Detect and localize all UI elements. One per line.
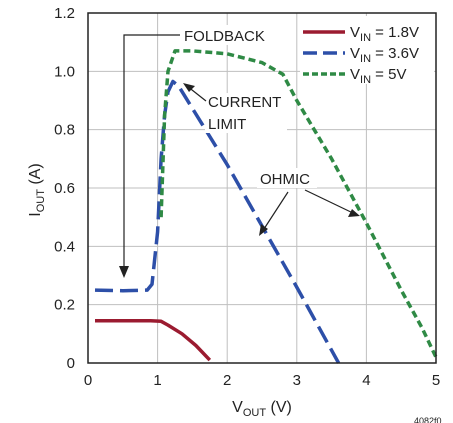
y-tick-label-4: 0.8	[54, 122, 75, 139]
y-tick-label-2: 0.4	[54, 238, 75, 255]
annotation-ohmic-arrowhead-2	[348, 209, 360, 217]
tick-labels: 0 1 2 3 4 5 0 0.2 0.4 0.6 0.8 1.0 1.2	[54, 5, 440, 389]
y-axis-label: IOUT (A)	[27, 163, 47, 216]
x-axis-label: VOUT (V)	[232, 399, 292, 419]
legend-label-3: VIN = 5V	[350, 66, 406, 86]
x-tick-label-5: 5	[432, 372, 440, 389]
annotation-current-limit-line2: LIMIT	[208, 116, 246, 133]
figure-code: 4082f0	[414, 416, 442, 423]
y-axis-label-rest: (A)	[27, 163, 44, 189]
annotation-current-limit-arrowhead	[183, 83, 195, 92]
y-tick-label-3: 0.6	[54, 180, 75, 197]
x-tick-label-3: 3	[293, 372, 301, 389]
annotation-current-limit-line1: CURRENT	[208, 94, 281, 111]
annotation-foldback: FOLDBACK	[184, 28, 265, 45]
x-tick-label-2: 2	[223, 372, 231, 389]
annotation-foldback-bg	[181, 25, 271, 45]
annotation-ohmic-bg	[257, 168, 317, 188]
annotation-foldback-arrow	[123, 34, 180, 275]
legend-label-1: VIN = 1.8V	[350, 24, 419, 44]
x-axis-label-rest: (V)	[266, 399, 292, 416]
x-tick-label-1: 1	[153, 372, 161, 389]
annotation-foldback-arrowhead	[119, 266, 129, 278]
annotation-ohmic-arrow-2	[304, 189, 356, 215]
series-lines	[94, 49, 438, 364]
annotation-ohmic: OHMIC	[260, 171, 310, 188]
y-tick-label-5: 1.0	[54, 63, 75, 80]
y-axis-label-main: I	[27, 212, 44, 216]
y-axis-label-sub: OUT	[35, 189, 47, 213]
axes	[87, 12, 437, 364]
annotation-current-limit-bg	[205, 93, 287, 133]
x-axis-label-main: V	[232, 399, 243, 416]
series-line-3	[159, 49, 438, 358]
legend: VIN = 1.8V VIN = 3.6V VIN = 5V	[300, 16, 434, 86]
y-tick-label-1: 0.2	[54, 297, 75, 314]
series-line-1	[95, 318, 212, 362]
plot-frame	[87, 12, 437, 364]
annotation-ohmic-arrowhead-1	[259, 224, 268, 236]
annotation-ohmic-arrow-1	[261, 191, 289, 233]
x-axis-label-sub: OUT	[243, 407, 267, 419]
y-tick-label-0: 0	[67, 355, 75, 372]
x-tick-label-4: 4	[362, 372, 370, 389]
y-tick-label-6: 1.2	[54, 5, 75, 22]
legend-label-2: VIN = 3.6V	[350, 45, 419, 65]
annotations: FOLDBACK CURRENT LIMIT OHMIC	[119, 25, 360, 278]
x-tick-label-0: 0	[84, 372, 92, 389]
